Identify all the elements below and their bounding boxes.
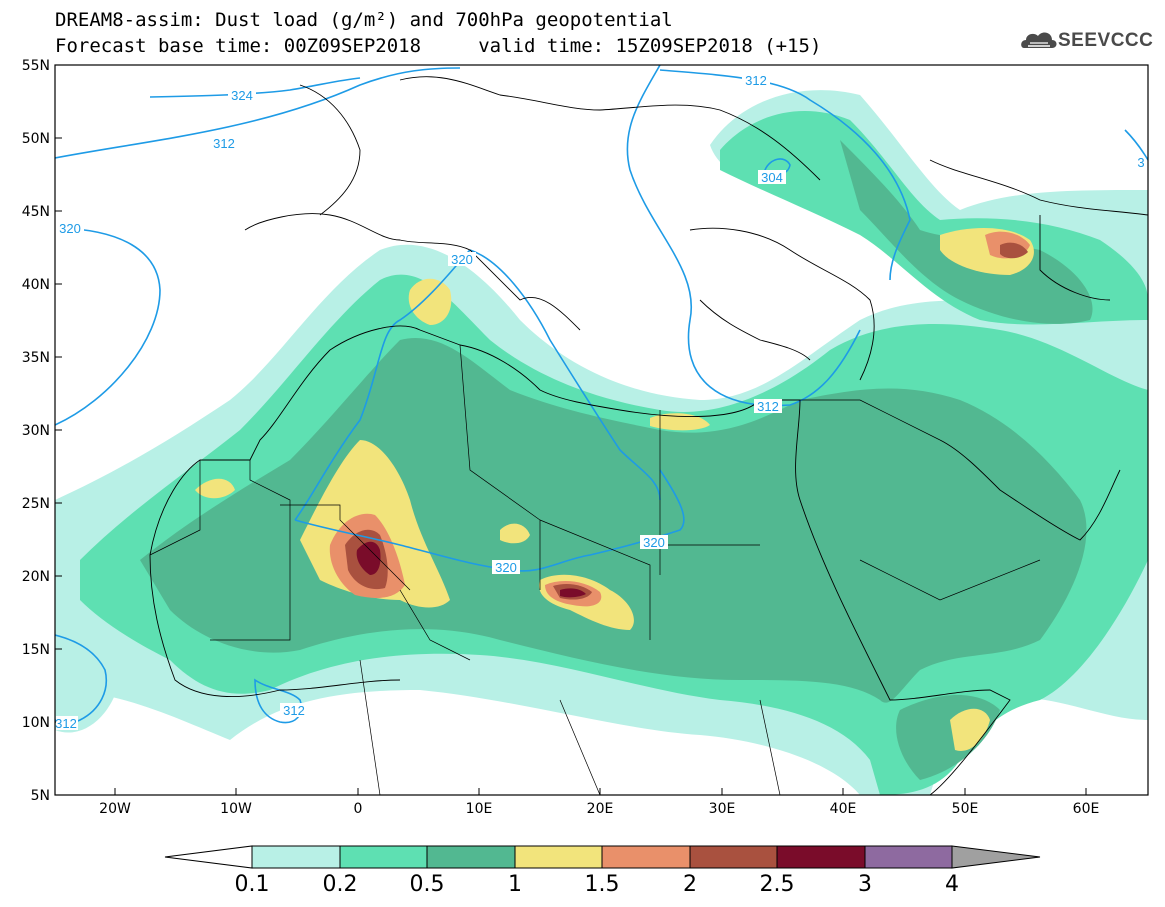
lat-label: 35N	[22, 350, 50, 366]
colorbar-swatch	[776, 845, 866, 869]
lat-label: 25N	[22, 496, 50, 512]
contour-label: 304	[761, 170, 783, 185]
lat-label: 15N	[22, 642, 50, 658]
lat-label: 45N	[22, 204, 50, 220]
lon-label: 30E	[709, 801, 736, 817]
colorbar-label: 0.1	[234, 872, 270, 897]
lat-label: 10N	[22, 715, 50, 731]
contour-label: 324	[231, 88, 253, 103]
contour-label: 312	[283, 703, 305, 718]
colorbar-label: 2	[683, 872, 697, 897]
colorbar-swatch	[426, 845, 516, 869]
colorbar-swatch	[514, 845, 603, 869]
lon-label: 60E	[1073, 801, 1100, 817]
contour-label: 3	[1137, 155, 1144, 170]
map-title: DREAM8-assim: Dust load (g/m²) and 700hP…	[55, 9, 673, 31]
geopotential-contours	[55, 65, 1148, 724]
colorbar-swatch	[689, 845, 778, 869]
colorbar-swatch	[864, 845, 953, 869]
logo-text: SEEVCCC	[1058, 30, 1154, 51]
lat-label: 55N	[22, 58, 50, 74]
contour-label: 320	[495, 560, 517, 575]
colorbar-under-arrow	[164, 845, 253, 869]
colorbar-label: 0.5	[409, 872, 445, 897]
contour-label: 312	[745, 73, 767, 88]
colorbar-swatch	[251, 845, 341, 869]
contour-label: 320	[59, 221, 81, 236]
colorbar-over-arrow	[951, 845, 1041, 869]
lon-label: 10E	[466, 801, 493, 817]
colorbar-label: 1	[508, 872, 522, 897]
lon-label: 40E	[830, 801, 857, 817]
colorbar-swatch	[601, 845, 691, 869]
lat-label: 30N	[22, 423, 50, 439]
lon-label: 10W	[220, 801, 252, 817]
contour-label: 312	[757, 399, 779, 414]
colorbar-label: 4	[945, 872, 959, 897]
lat-label: 50N	[22, 131, 50, 147]
colorbar-label: 2.5	[759, 872, 795, 897]
colorbar-label: 1.5	[584, 872, 620, 897]
country-borders	[149, 344, 1041, 795]
contour-label: 320	[451, 252, 473, 267]
lon-label: 0	[354, 801, 363, 817]
map-subtitle: Forecast base time: 00Z09SEP2018 valid t…	[55, 35, 822, 57]
coastlines	[149, 76, 1148, 795]
contour-label: 312	[55, 716, 77, 731]
contour-label: 320	[643, 535, 665, 550]
colorbar-label: 0.2	[322, 872, 358, 897]
lon-label: 20W	[99, 801, 131, 817]
lat-label: 40N	[22, 277, 50, 293]
colorbar	[164, 845, 1041, 869]
contour-label: 312	[213, 136, 235, 151]
lat-label: 5N	[31, 788, 50, 804]
cloud-logo-icon	[1021, 32, 1057, 48]
lon-label: 50E	[952, 801, 979, 817]
colorbar-label: 3	[858, 872, 872, 897]
longitude-axis	[114, 788, 1087, 795]
lon-label: 20E	[587, 801, 614, 817]
dust-field	[55, 90, 1148, 795]
colorbar-swatch	[339, 845, 428, 869]
lat-label: 20N	[22, 569, 50, 585]
